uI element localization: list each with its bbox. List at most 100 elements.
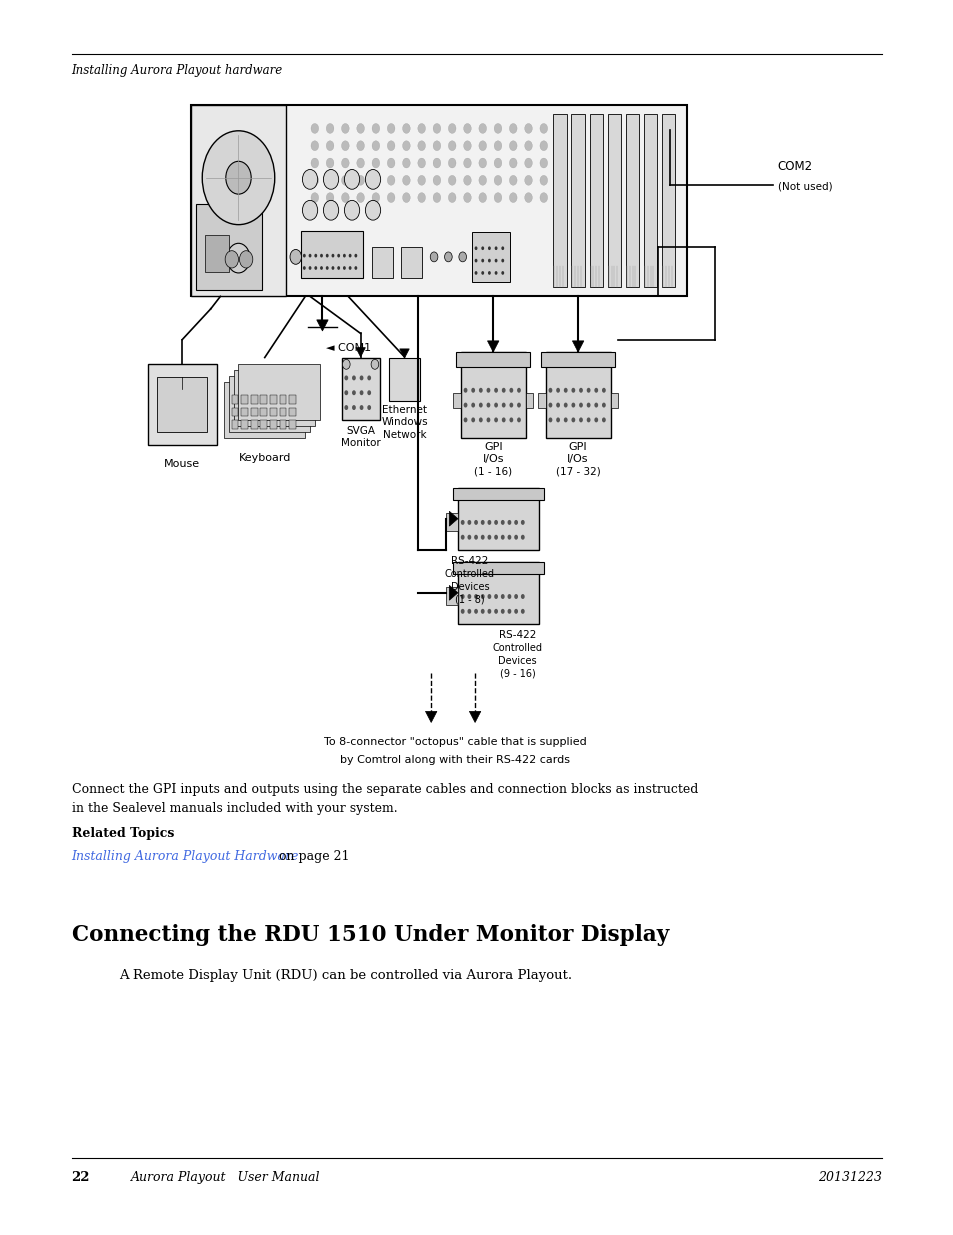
Circle shape xyxy=(467,594,471,599)
Circle shape xyxy=(448,124,456,133)
Circle shape xyxy=(478,175,486,185)
Circle shape xyxy=(494,388,497,393)
Circle shape xyxy=(343,254,345,258)
Circle shape xyxy=(332,254,335,258)
Circle shape xyxy=(463,141,471,151)
Circle shape xyxy=(326,254,328,258)
Text: Network: Network xyxy=(382,430,426,440)
Circle shape xyxy=(302,169,317,189)
Circle shape xyxy=(326,141,334,151)
Bar xyxy=(270,395,276,404)
Circle shape xyxy=(501,388,505,393)
Text: Installing Aurora Playout hardware: Installing Aurora Playout hardware xyxy=(71,64,282,78)
Circle shape xyxy=(495,272,497,274)
Text: GPI: GPI xyxy=(483,442,502,452)
Circle shape xyxy=(500,520,504,525)
Bar xyxy=(571,114,584,287)
Circle shape xyxy=(494,193,501,203)
Circle shape xyxy=(460,535,464,540)
Circle shape xyxy=(555,175,562,185)
Text: RS-422: RS-422 xyxy=(451,556,488,566)
Circle shape xyxy=(578,403,582,408)
Circle shape xyxy=(460,520,464,525)
Bar xyxy=(205,235,229,272)
Circle shape xyxy=(586,403,590,408)
Text: (17 - 32): (17 - 32) xyxy=(556,467,599,477)
Bar xyxy=(229,375,310,432)
Text: Connect the GPI inputs and outputs using the separate cables and connection bloc: Connect the GPI inputs and outputs using… xyxy=(71,783,698,815)
Circle shape xyxy=(337,254,340,258)
Circle shape xyxy=(501,272,503,274)
Circle shape xyxy=(495,259,497,262)
Circle shape xyxy=(356,175,364,185)
Circle shape xyxy=(478,158,486,168)
Circle shape xyxy=(417,158,425,168)
Circle shape xyxy=(478,193,486,203)
Text: A Remote Display Unit (RDU) can be controlled via Aurora Playout.: A Remote Display Unit (RDU) can be contr… xyxy=(119,969,572,983)
Bar xyxy=(372,247,393,278)
Polygon shape xyxy=(449,585,457,600)
Circle shape xyxy=(463,388,467,393)
Circle shape xyxy=(341,124,349,133)
Circle shape xyxy=(433,141,440,151)
Circle shape xyxy=(539,124,547,133)
Circle shape xyxy=(430,252,437,262)
Circle shape xyxy=(387,158,395,168)
Circle shape xyxy=(486,403,490,408)
Circle shape xyxy=(290,249,301,264)
Bar xyxy=(540,352,615,367)
Circle shape xyxy=(309,267,311,270)
Bar xyxy=(453,488,543,500)
Circle shape xyxy=(458,252,466,262)
Circle shape xyxy=(367,405,371,410)
Circle shape xyxy=(507,520,511,525)
Circle shape xyxy=(402,158,410,168)
Bar xyxy=(195,204,262,290)
Circle shape xyxy=(474,609,477,614)
Circle shape xyxy=(480,247,483,249)
Circle shape xyxy=(402,175,410,185)
Circle shape xyxy=(520,609,524,614)
Circle shape xyxy=(487,609,491,614)
Circle shape xyxy=(372,193,379,203)
Circle shape xyxy=(480,594,484,599)
Circle shape xyxy=(520,520,524,525)
Circle shape xyxy=(514,535,517,540)
Polygon shape xyxy=(355,348,365,357)
Text: SVGA: SVGA xyxy=(346,426,375,436)
Circle shape xyxy=(359,405,363,410)
Polygon shape xyxy=(572,341,583,352)
Circle shape xyxy=(372,124,379,133)
Circle shape xyxy=(548,403,552,408)
Bar xyxy=(525,393,533,408)
Circle shape xyxy=(448,141,456,151)
Circle shape xyxy=(202,131,274,225)
Bar xyxy=(279,420,286,429)
Circle shape xyxy=(571,403,575,408)
Circle shape xyxy=(352,375,355,380)
Circle shape xyxy=(487,247,490,249)
Circle shape xyxy=(343,267,345,270)
Circle shape xyxy=(311,175,318,185)
Circle shape xyxy=(539,193,547,203)
Bar xyxy=(300,231,362,278)
Circle shape xyxy=(507,609,511,614)
Circle shape xyxy=(341,141,349,151)
Bar xyxy=(251,408,257,416)
Circle shape xyxy=(509,388,513,393)
Circle shape xyxy=(433,175,440,185)
Circle shape xyxy=(448,193,456,203)
Circle shape xyxy=(500,609,504,614)
Circle shape xyxy=(239,251,253,268)
Circle shape xyxy=(309,254,311,258)
Circle shape xyxy=(494,417,497,422)
Circle shape xyxy=(586,417,590,422)
Circle shape xyxy=(326,158,334,168)
Circle shape xyxy=(555,158,562,168)
Circle shape xyxy=(474,520,477,525)
Circle shape xyxy=(509,175,517,185)
Bar xyxy=(457,562,538,624)
Circle shape xyxy=(326,267,328,270)
Circle shape xyxy=(475,259,477,262)
Circle shape xyxy=(494,158,501,168)
